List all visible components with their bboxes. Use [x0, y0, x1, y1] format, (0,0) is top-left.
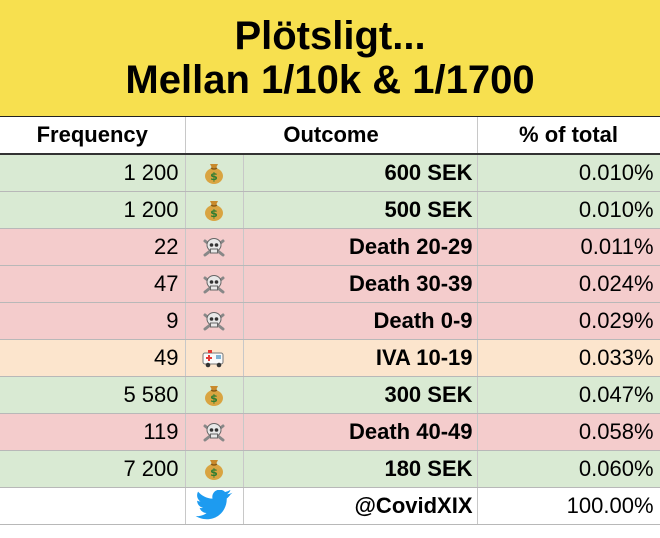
table-row: 9 Death 0-9 0.029%: [0, 302, 660, 340]
frequency-cell[interactable]: 1 200: [0, 154, 186, 192]
header-row: Frequency Outcome % of total: [0, 117, 660, 155]
outcome-cell[interactable]: 600 SEK: [243, 154, 478, 192]
header-outcome[interactable]: Outcome: [185, 117, 478, 155]
percent-cell[interactable]: 0.010%: [477, 154, 660, 192]
svg-text:$: $: [210, 466, 218, 479]
icon-cell[interactable]: [185, 265, 244, 303]
table-row: 7 200 $ 180 SEK 0.060%: [0, 450, 660, 488]
title-banner: Plötsligt... Mellan 1/10k & 1/1700: [0, 0, 660, 117]
outcome-cell[interactable]: Death 0-9: [243, 302, 478, 340]
header-percent[interactable]: % of total: [477, 117, 660, 155]
frequency-cell[interactable]: 9: [0, 302, 186, 340]
frequency-cell[interactable]: 5 580: [0, 376, 186, 414]
icon-cell[interactable]: $: [185, 154, 244, 192]
percent-cell[interactable]: 0.011%: [477, 228, 660, 266]
table-row: 22 Death 20-29 0.011%: [0, 228, 660, 266]
icon-cell[interactable]: $: [185, 191, 244, 229]
banner-subtitle: Mellan 1/10k & 1/1700: [125, 58, 535, 102]
percent-cell[interactable]: 0.058%: [477, 413, 660, 451]
frequency-cell[interactable]: 47: [0, 265, 186, 303]
svg-text:$: $: [210, 170, 218, 183]
header-frequency[interactable]: Frequency: [0, 117, 186, 155]
percent-cell[interactable]: 0.010%: [477, 191, 660, 229]
percent-cell[interactable]: 0.024%: [477, 265, 660, 303]
skull-crossbones-icon: [201, 420, 227, 442]
outcome-cell[interactable]: Death 20-29: [243, 228, 478, 266]
icon-cell[interactable]: [185, 228, 244, 266]
table-row: 49 IVA 10-19 0.033%: [0, 339, 660, 377]
svg-text:$: $: [210, 207, 218, 220]
outcome-cell[interactable]: Death 40-49: [243, 413, 478, 451]
icon-cell[interactable]: $: [185, 450, 244, 488]
table-row: 5 580 $ 300 SEK 0.047%: [0, 376, 660, 414]
table-row: 119 Death 40-49 0.058%: [0, 413, 660, 451]
percent-cell[interactable]: 0.029%: [477, 302, 660, 340]
ambulance-icon: [201, 346, 227, 368]
percent-cell[interactable]: 0.033%: [477, 339, 660, 377]
icon-cell[interactable]: $: [185, 376, 244, 414]
frequency-cell[interactable]: 22: [0, 228, 186, 266]
total-percent-cell[interactable]: 100.00%: [477, 487, 660, 525]
frequency-cell[interactable]: 119: [0, 413, 186, 451]
frequency-cell[interactable]: 49: [0, 339, 186, 377]
percent-cell[interactable]: 0.060%: [477, 450, 660, 488]
svg-text:$: $: [210, 392, 218, 405]
outcome-cell[interactable]: 300 SEK: [243, 376, 478, 414]
money-bag-icon: $: [201, 383, 227, 406]
table-row: 47 Death 30-39 0.024%: [0, 265, 660, 303]
outcome-cell[interactable]: 180 SEK: [243, 450, 478, 488]
outcome-cell[interactable]: 500 SEK: [243, 191, 478, 229]
banner-title: Plötsligt...: [234, 14, 426, 58]
outcome-table: Frequency Outcome % of total 1 200 $ 600…: [0, 117, 660, 525]
footer-row: @CovidXIX 100.00%: [0, 487, 660, 525]
icon-cell[interactable]: [185, 413, 244, 451]
money-bag-icon: $: [201, 457, 227, 480]
twitter-bird-icon: [194, 489, 234, 519]
footer-frequency-cell[interactable]: [0, 487, 186, 525]
outcome-cell[interactable]: IVA 10-19: [243, 339, 478, 377]
footer-icon-cell[interactable]: [185, 487, 244, 525]
icon-cell[interactable]: [185, 302, 244, 340]
frequency-cell[interactable]: 7 200: [0, 450, 186, 488]
table-row: 1 200 $ 600 SEK 0.010%: [0, 154, 660, 192]
money-bag-icon: $: [201, 198, 227, 221]
outcome-cell[interactable]: Death 30-39: [243, 265, 478, 303]
skull-crossbones-icon: [201, 309, 227, 331]
skull-crossbones-icon: [201, 235, 227, 257]
skull-crossbones-icon: [201, 272, 227, 294]
frequency-cell[interactable]: 1 200: [0, 191, 186, 229]
icon-cell[interactable]: [185, 339, 244, 377]
table-row: 1 200 $ 500 SEK 0.010%: [0, 191, 660, 229]
twitter-handle[interactable]: @CovidXIX: [243, 487, 478, 525]
money-bag-icon: $: [201, 161, 227, 184]
percent-cell[interactable]: 0.047%: [477, 376, 660, 414]
